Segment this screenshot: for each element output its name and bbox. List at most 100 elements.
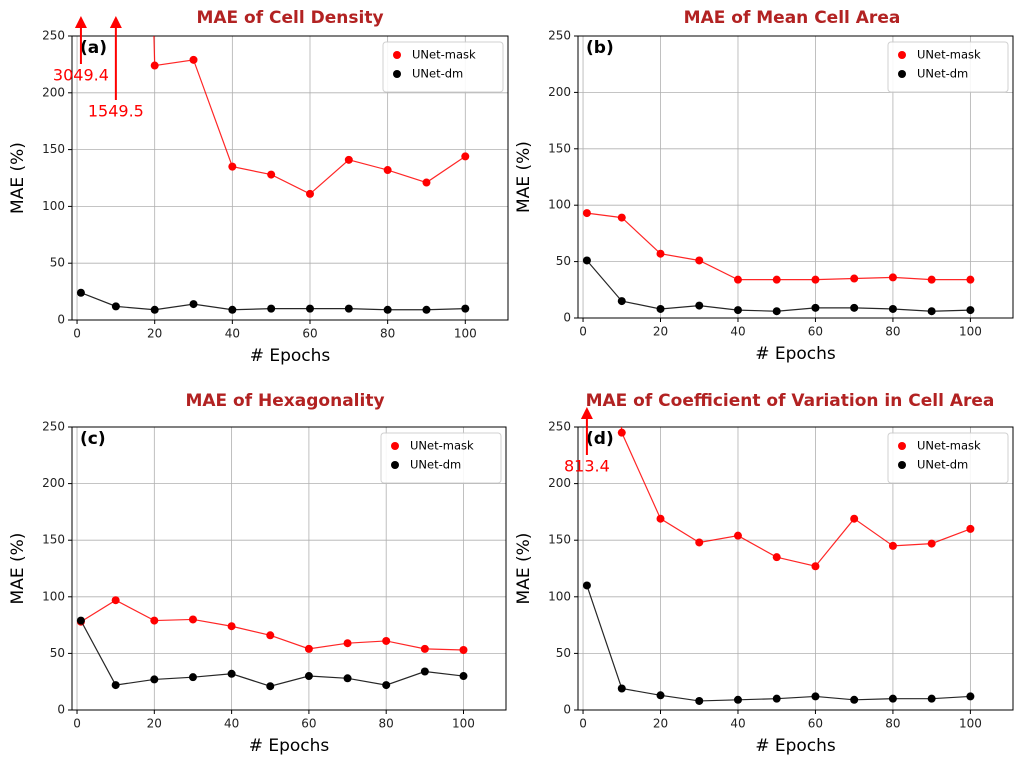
data-point bbox=[383, 166, 392, 175]
legend-box bbox=[887, 432, 1009, 484]
x-tick-label: 80 bbox=[380, 327, 395, 341]
data-point bbox=[617, 213, 626, 222]
data-point bbox=[811, 692, 820, 701]
x-tick-label: 40 bbox=[730, 717, 745, 731]
data-point bbox=[617, 297, 626, 306]
y-tick-label: 200 bbox=[548, 476, 571, 490]
data-point bbox=[111, 302, 120, 311]
data-point bbox=[733, 531, 742, 540]
data-point bbox=[382, 681, 391, 690]
data-point bbox=[582, 209, 591, 218]
x-axis-label: # Epochs bbox=[755, 736, 836, 756]
y-tick-label: 150 bbox=[548, 533, 571, 547]
y-tick-label: 0 bbox=[57, 703, 65, 717]
data-point bbox=[927, 307, 936, 316]
y-axis-label: MAE (%) bbox=[514, 533, 534, 605]
y-tick-label: 250 bbox=[548, 29, 571, 43]
legend-marker bbox=[898, 461, 906, 469]
data-point bbox=[966, 306, 975, 315]
y-axis-label: MAE (%) bbox=[8, 533, 28, 605]
data-point bbox=[850, 695, 859, 704]
data-point bbox=[617, 428, 626, 437]
data-point bbox=[188, 673, 197, 682]
legend-marker bbox=[391, 461, 399, 469]
series-line bbox=[586, 212, 971, 281]
legend-marker bbox=[898, 70, 906, 78]
chart-title: MAE of Hexagonality bbox=[185, 391, 384, 411]
panel-label: (b) bbox=[586, 38, 614, 58]
data-point bbox=[656, 514, 665, 523]
data-point bbox=[76, 288, 85, 297]
data-point bbox=[304, 672, 313, 681]
data-point bbox=[733, 275, 742, 284]
legend-label: UNet-mask bbox=[412, 48, 476, 62]
y-axis-label: MAE (%) bbox=[8, 142, 28, 214]
plot-frame bbox=[71, 426, 507, 711]
data-point bbox=[811, 303, 820, 312]
y-tick-label: 200 bbox=[548, 85, 571, 99]
y-tick-label: 100 bbox=[548, 198, 571, 212]
x-tick-label: 100 bbox=[959, 717, 982, 731]
data-point bbox=[343, 674, 352, 683]
legend-box bbox=[887, 41, 1009, 93]
legend-marker bbox=[393, 51, 401, 59]
x-tick-label: 0 bbox=[73, 717, 81, 731]
data-point bbox=[344, 304, 353, 313]
panel-label: (a) bbox=[80, 38, 107, 58]
off-scale-label: 3049.4 bbox=[53, 66, 109, 85]
data-point bbox=[150, 675, 159, 684]
data-point bbox=[266, 631, 275, 640]
data-point bbox=[150, 616, 159, 625]
x-tick-label: 60 bbox=[808, 717, 823, 731]
y-axis-label: MAE (%) bbox=[514, 141, 534, 213]
x-tick-label: 0 bbox=[579, 717, 587, 731]
data-point bbox=[888, 694, 897, 703]
data-point bbox=[850, 274, 859, 283]
x-tick-label: 60 bbox=[302, 327, 317, 341]
data-point bbox=[772, 553, 781, 562]
data-point bbox=[304, 644, 313, 653]
data-point bbox=[695, 301, 704, 310]
data-point bbox=[150, 61, 159, 70]
series-line bbox=[153, 36, 466, 195]
legend-box bbox=[382, 41, 504, 93]
data-point bbox=[733, 306, 742, 315]
data-point bbox=[850, 303, 859, 312]
x-tick-label: 20 bbox=[653, 325, 668, 339]
data-point bbox=[227, 622, 236, 631]
data-point bbox=[461, 304, 470, 313]
legend-label: UNet-dm bbox=[410, 458, 461, 472]
legend-label: UNet-mask bbox=[917, 48, 981, 62]
data-point bbox=[772, 694, 781, 703]
x-tick-label: 40 bbox=[225, 327, 240, 341]
x-tick-label: 0 bbox=[579, 325, 587, 339]
data-point bbox=[888, 541, 897, 550]
x-axis-label: # Epochs bbox=[249, 736, 330, 756]
x-tick-label: 100 bbox=[959, 325, 982, 339]
data-point bbox=[305, 304, 314, 313]
x-tick-label: 0 bbox=[73, 327, 81, 341]
data-point bbox=[227, 669, 236, 678]
off-scale-label: 1549.5 bbox=[88, 102, 144, 121]
data-point bbox=[343, 639, 352, 648]
data-point bbox=[927, 275, 936, 284]
data-point bbox=[656, 249, 665, 258]
y-tick-label: 250 bbox=[548, 420, 571, 434]
y-tick-label: 200 bbox=[42, 476, 65, 490]
data-point bbox=[422, 305, 431, 314]
y-tick-label: 200 bbox=[42, 85, 65, 99]
data-point bbox=[266, 682, 275, 691]
x-tick-label: 80 bbox=[379, 717, 394, 731]
data-point bbox=[888, 304, 897, 313]
data-point bbox=[111, 681, 120, 690]
y-tick-label: 50 bbox=[50, 256, 65, 270]
data-point bbox=[228, 162, 237, 171]
data-point bbox=[850, 514, 859, 523]
data-point bbox=[422, 178, 431, 187]
chart-title: MAE of Coefficient of Variation in Cell … bbox=[586, 391, 995, 411]
legend-label: UNet-mask bbox=[410, 439, 474, 453]
data-point bbox=[267, 304, 276, 313]
legend-marker bbox=[393, 70, 401, 78]
panel-label: (d) bbox=[586, 429, 614, 449]
legend-marker bbox=[898, 51, 906, 59]
